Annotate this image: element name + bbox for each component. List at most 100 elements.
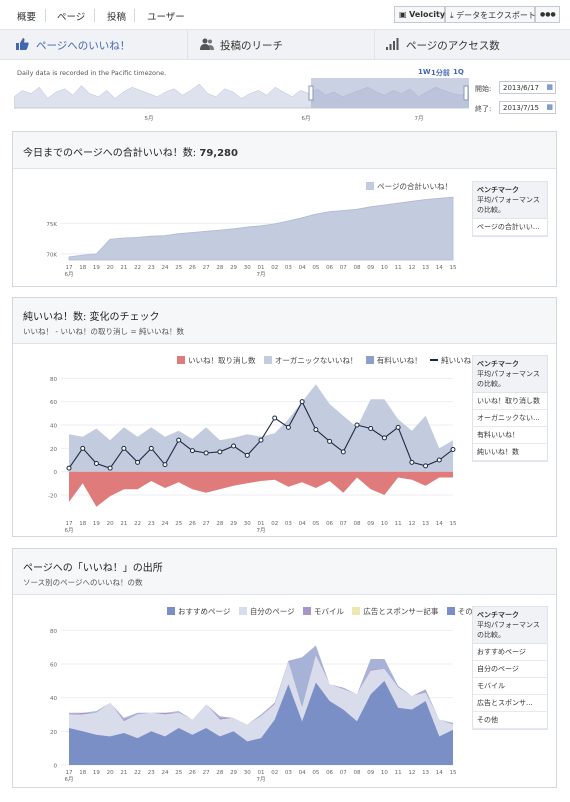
month-label: 6月: [65, 527, 74, 534]
x-tick-label: 05: [312, 521, 319, 527]
divider: [45, 9, 46, 22]
benchmark-header: ベンチマーク 平均パフォーマンスの比較。: [473, 182, 547, 219]
legend-swatch: [303, 607, 311, 615]
people-icon: [200, 38, 214, 50]
x-tick-label: 08: [354, 770, 361, 776]
benchmark-item[interactable]: モバイル: [473, 678, 547, 695]
x-tick-label: 10: [381, 521, 388, 527]
divider: [374, 30, 375, 60]
net-likes-point: [299, 399, 305, 405]
net-likes-point: [327, 438, 333, 444]
net-likes-point: [395, 424, 401, 430]
brush-handle-left: [308, 85, 314, 101]
range-1w[interactable]: 1W: [418, 68, 431, 76]
x-tick-label: 02: [271, 770, 278, 776]
benchmark-box: ベンチマーク 平均パフォーマンスの比較。 ページの合計いい...: [472, 181, 548, 237]
net-likes-point: [66, 465, 72, 471]
x-tick-label: 12: [408, 521, 415, 527]
divider: [134, 9, 135, 22]
start-date-input[interactable]: 2013/6/17 ▦: [499, 81, 556, 94]
tab-page-visits[interactable]: ページのアクセス数: [386, 30, 500, 60]
x-tick-label: 17: [66, 770, 73, 776]
total-likes-chart: 70K 75K 17 18 19 20 21 22 23 24 25 26 27 28 29 30 01 02 03…: [46, 196, 457, 278]
tab-label: ページのアクセス数: [406, 40, 500, 52]
velocity-button[interactable]: ▣ Velocity: [394, 6, 445, 23]
tab-overview[interactable]: 概要: [17, 12, 37, 23]
x-tick-label: 02: [271, 265, 278, 271]
y-tick-label: 80: [50, 629, 57, 635]
x-tick-label: 05: [312, 770, 319, 776]
brush-handle-right: [463, 85, 469, 101]
x-tick-label: 30: [244, 521, 251, 527]
x-tick-label: 22: [134, 521, 141, 527]
panel-subtitle: ソース別のページへのいいね！の数: [23, 578, 143, 587]
net-likes-point: [258, 437, 264, 443]
x-tick-label: 24: [162, 265, 169, 271]
more-button[interactable]: ●●●: [535, 6, 560, 23]
x-tick-label: 14: [436, 265, 443, 271]
net-likes-point: [450, 447, 456, 452]
x-tick-label: 29: [230, 770, 237, 776]
x-tick-label: 03: [285, 265, 292, 271]
benchmark-item[interactable]: おすすめページ: [473, 644, 547, 661]
x-tick-label: 14: [436, 770, 443, 776]
timeline-brush[interactable]: 5月 6月 7月: [14, 78, 469, 130]
x-tick-label: 04: [299, 265, 306, 271]
range-1m[interactable]: 1分前: [431, 69, 450, 77]
month-label: 5月: [145, 115, 154, 122]
tab-post-reach[interactable]: 投稿のリーチ: [200, 30, 283, 60]
benchmark-item[interactable]: ページの合計いい...: [473, 219, 547, 236]
panel-header: 純いいね！数: 変化のチェック いいね！ - いいね！の取り消し = 純いいね！…: [13, 298, 556, 344]
x-tick-label: 28: [216, 770, 223, 776]
x-tick-label: 26: [189, 521, 196, 527]
panel-subtitle: いいね！ - いいね！の取り消し = 純いいね！数: [23, 327, 185, 336]
chart-legend: おすすめページ 自分のページ モバイル 広告とスポンサー記事 その他: [161, 606, 480, 617]
chart-legend: いいね！取り消し数 オーガニックないいね！ 有料いいね！ 純いいね！数: [171, 355, 486, 366]
panel-header: 今日までのページへの合計いいね！数: 79,280: [13, 132, 556, 169]
x-tick-label: 23: [148, 521, 155, 527]
benchmark-item[interactable]: オーガニックない...: [473, 410, 547, 427]
benchmark-item[interactable]: いいね！取り消し数: [473, 393, 547, 410]
net-likes-point: [93, 461, 99, 466]
selected-range: [311, 78, 469, 108]
tab-page[interactable]: ページ: [57, 12, 86, 23]
chart-legend: ページの合計いいね！: [360, 181, 452, 192]
x-tick-label: 15: [450, 521, 457, 527]
export-button[interactable]: ⤓ データをエクスポート: [445, 6, 536, 23]
end-date-input[interactable]: 2013/7/15 ▦: [499, 101, 556, 114]
benchmark-item[interactable]: 純いいね！数: [473, 444, 547, 461]
divider: [187, 30, 188, 60]
y-tick-label: -20: [48, 494, 57, 500]
x-tick-label: 11: [395, 265, 402, 271]
net-likes-point: [313, 427, 319, 433]
benchmark-item[interactable]: 広告とスポンサ...: [473, 695, 547, 712]
tab-users[interactable]: ユーザー: [147, 12, 185, 23]
x-tick-label: 20: [107, 770, 114, 776]
month-label: 7月: [257, 776, 266, 783]
benchmark-item[interactable]: その他: [473, 712, 547, 729]
calendar-icon[interactable]: ▦: [546, 103, 553, 111]
net-likes-point: [148, 445, 154, 451]
tab-page-likes[interactable]: ページへのいいね！: [16, 30, 130, 60]
net-likes-point: [244, 452, 250, 458]
velocity-icon: ▣: [399, 10, 407, 19]
calendar-icon[interactable]: ▦: [546, 83, 553, 91]
top-nav: 概要 ページ 投稿 ユーザー ▣ Velocity ⤓ データをエクスポート ●…: [0, 0, 570, 30]
thumbs-up-icon: [16, 38, 30, 50]
range-1q[interactable]: 1Q: [453, 68, 464, 76]
benchmark-item[interactable]: 自分のページ: [473, 661, 547, 678]
x-tick-label: 06: [326, 265, 333, 271]
x-tick-label: 03: [285, 770, 292, 776]
x-tick-label: 11: [395, 521, 402, 527]
series-area-recommended: [69, 680, 453, 765]
benchmark-item[interactable]: 有料いいね！: [473, 427, 547, 444]
net-likes-point: [409, 459, 415, 465]
net-likes-panel: 純いいね！数: 変化のチェック いいね！ - いいね！の取り消し = 純いいね！…: [12, 297, 557, 537]
net-likes-point: [272, 415, 278, 421]
x-tick-label: 27: [203, 521, 210, 527]
like-sources-panel: ページへの「いいね！」の出所 ソース別のページへのいいね！の数 おすすめページ …: [12, 548, 557, 788]
tab-posts[interactable]: 投稿: [107, 12, 127, 23]
benchmark-header: ベンチマーク 平均パフォーマンスの比較。: [473, 356, 547, 393]
legend-swatch: [238, 607, 247, 615]
legend-swatch: [167, 607, 175, 615]
